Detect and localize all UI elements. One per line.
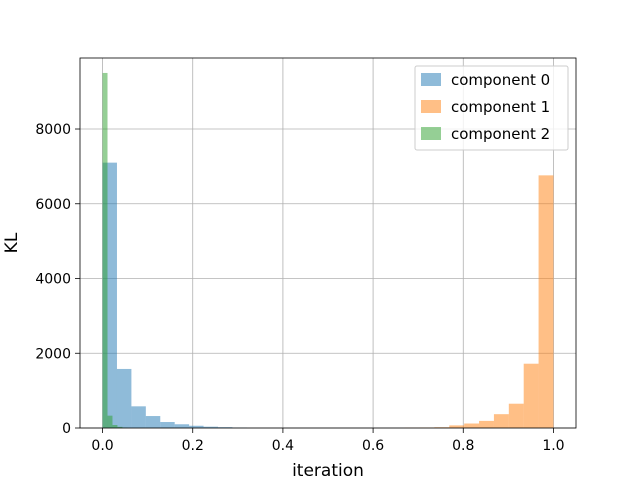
plot-frame	[79, 57, 577, 429]
x-tick-label: 0.0	[91, 438, 113, 454]
x-tick-label: 0.8	[452, 438, 474, 454]
y-tick-label: 2000	[35, 346, 71, 362]
legend-swatch	[421, 127, 441, 140]
y-tick-label: 4000	[35, 272, 71, 288]
histogram-bar-component-1	[464, 423, 480, 428]
y-tick-label: 8000	[35, 122, 71, 138]
x-tick-label: 1.0	[542, 438, 564, 454]
histogram-bar-component-0	[145, 416, 161, 428]
y-axis-label: KL	[2, 232, 22, 253]
x-axis-ticks: 0.0 0.2 0.4 0.6 0.8 1.0	[91, 428, 565, 454]
legend-swatch	[421, 100, 441, 113]
legend-label: component 0	[451, 71, 550, 89]
histogram-bars	[102, 72, 554, 428]
legend-label: component 2	[451, 125, 550, 143]
legend-box	[414, 65, 569, 151]
histogram-bar-component-0	[160, 422, 175, 428]
y-tick-label: 6000	[35, 197, 71, 213]
histogram-bar-component-0	[203, 426, 218, 428]
legend-swatch	[421, 73, 441, 86]
histogram-bar-component-2	[102, 72, 108, 428]
histogram-bar-component-0	[131, 406, 146, 428]
y-tick-label: 0	[62, 421, 71, 437]
legend: component 0 component 1 component 2	[414, 65, 569, 151]
histogram-bar-component-1	[449, 425, 465, 428]
histogram-bar-component-2	[112, 425, 118, 428]
x-axis-label: iteration	[292, 461, 364, 480]
histogram-bar-component-1	[508, 403, 524, 428]
histogram-bar-component-0	[174, 424, 190, 428]
x-tick-label: 0.2	[182, 438, 204, 454]
legend-label: component 1	[451, 98, 550, 116]
histogram-bar-component-2	[107, 415, 113, 428]
x-tick-label: 0.4	[272, 438, 294, 454]
histogram-bar-component-0	[116, 368, 132, 428]
histogram-bar-component-0	[189, 425, 204, 428]
x-tick-label: 0.6	[362, 438, 384, 454]
legend-entries: component 0 component 1 component 2	[421, 71, 550, 143]
histogram-bar-component-1	[523, 363, 539, 428]
histogram-bar-component-1	[479, 420, 494, 428]
histogram-bar-component-1	[538, 175, 554, 428]
histogram-bar-component-2	[117, 426, 123, 428]
y-axis-ticks: 0 2000 4000 6000 8000	[35, 122, 80, 437]
histogram-bar-component-0	[217, 427, 233, 428]
histogram-bar-component-1	[493, 414, 509, 428]
